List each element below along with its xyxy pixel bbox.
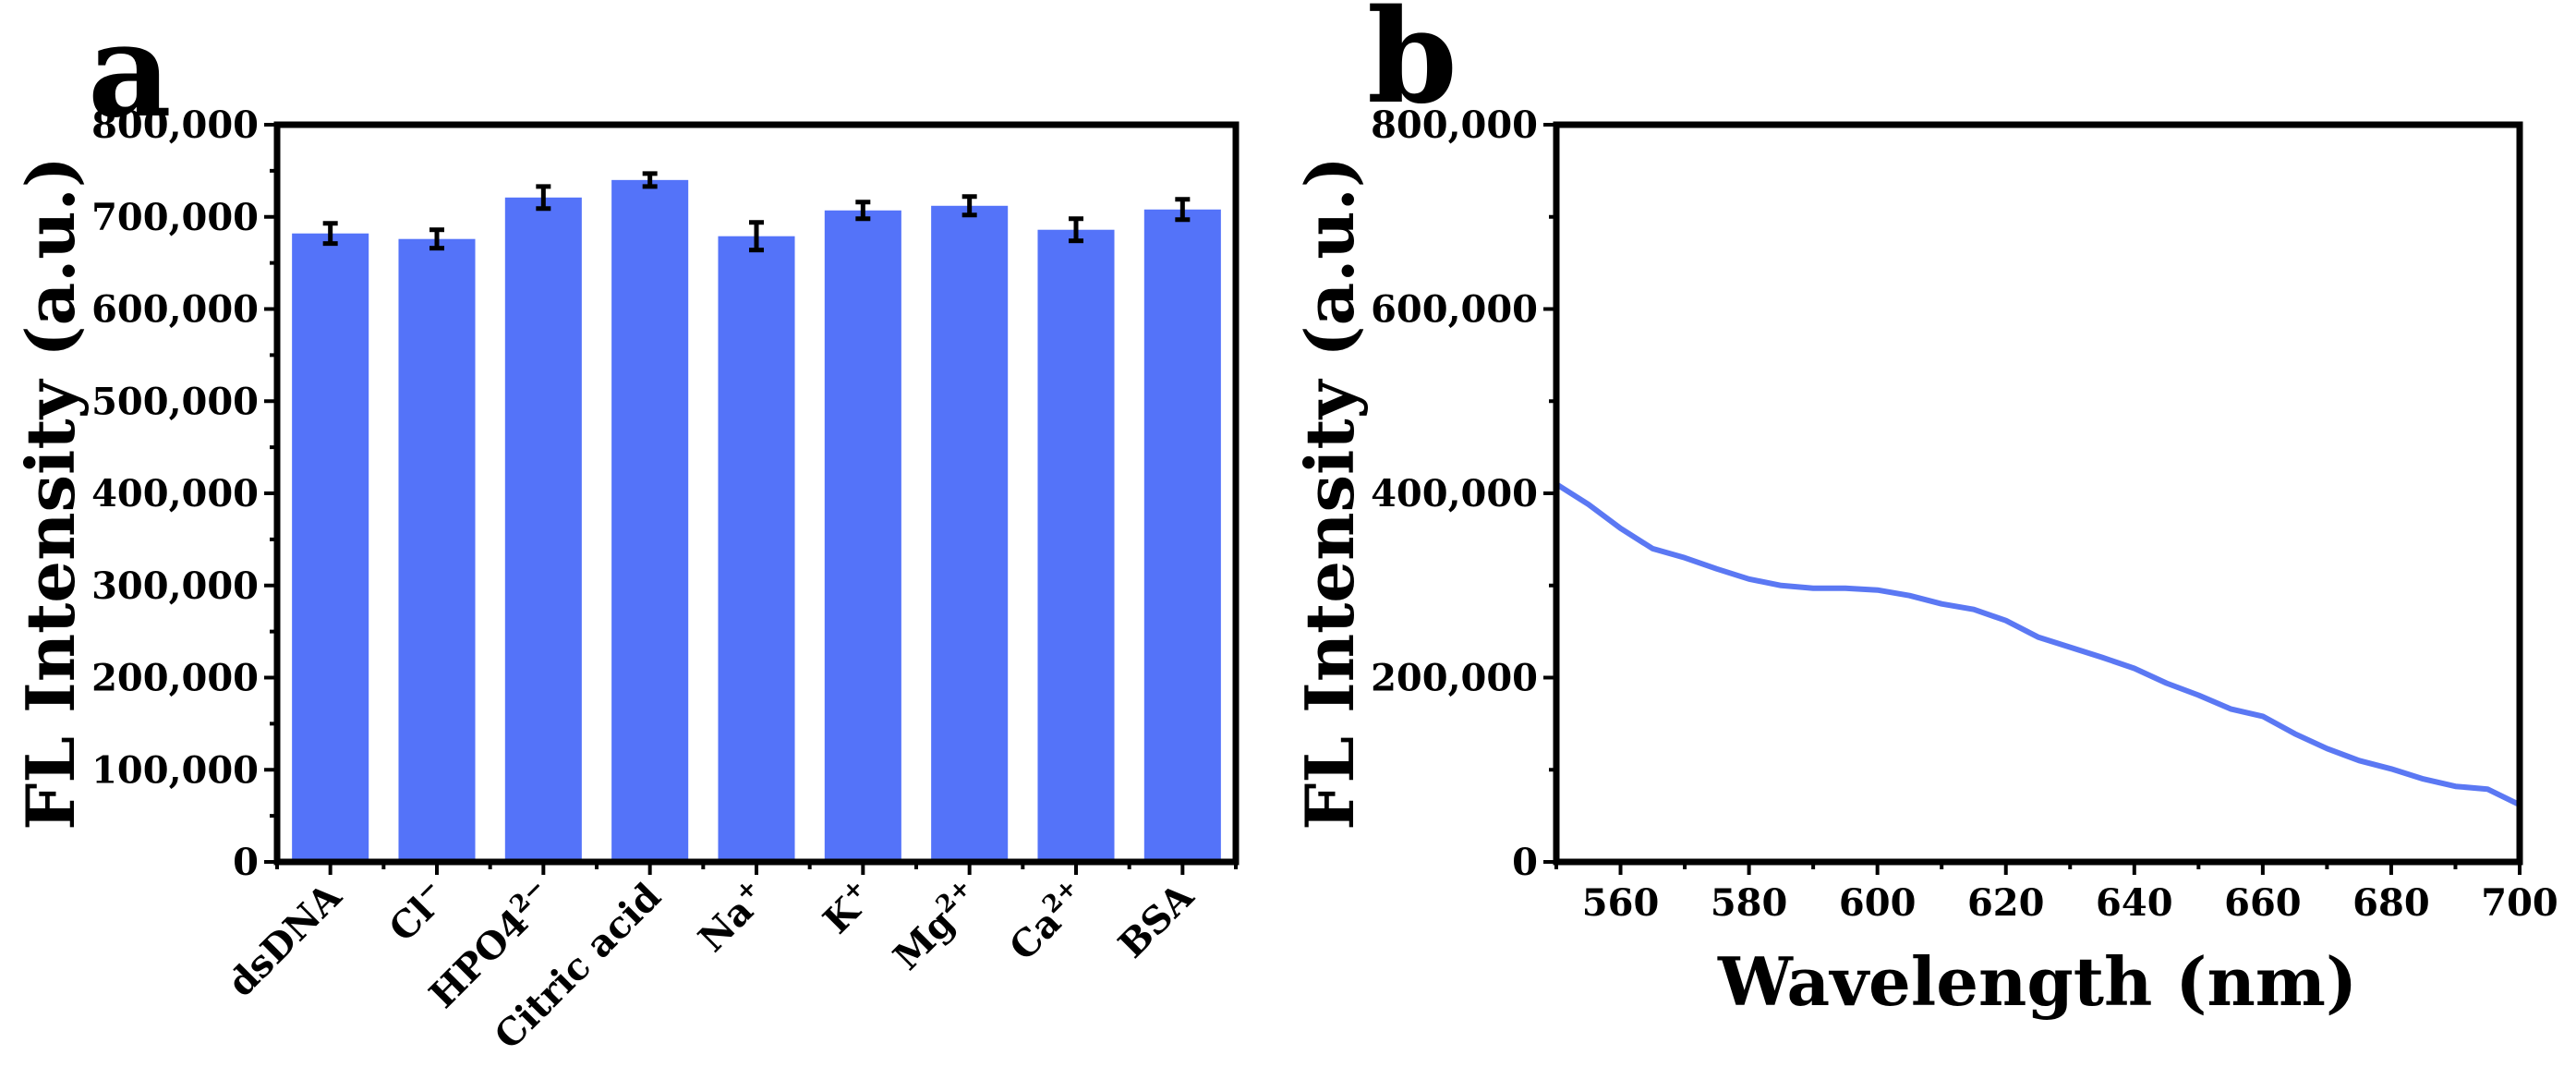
panel-a-letter: a (88, 0, 172, 147)
y-tick-label: 800,000 (91, 103, 259, 147)
panel-a-y-axis-title: FL Intensity (a.u.) (11, 156, 90, 831)
y-tick-label: 0 (233, 841, 259, 884)
bar-cl (398, 238, 476, 862)
panel-b-letter: b (1367, 0, 1457, 133)
error-bar (961, 194, 977, 218)
bar-bsa (1143, 209, 1221, 862)
x-tick-label: 600 (1839, 881, 1917, 925)
category-label: dsDNA (219, 874, 350, 1005)
bar-mg (931, 205, 1009, 862)
bar-hpo4 (504, 197, 582, 863)
error-bar (1175, 197, 1191, 223)
spectrum-line (1554, 481, 2522, 807)
panel-a-bar-chart: a 0 100,000 200,000 300,000 400,000 500,000 60… (11, 0, 1240, 1058)
panel-b-line-chart: b 0 200,000 400,000 600,000 800,000 560 580 60… (1290, 0, 2558, 1021)
x-tick-label: 680 (2352, 881, 2430, 925)
y-tick-label: 0 (1512, 841, 1538, 884)
x-tick-label: 660 (2224, 881, 2302, 925)
error-bar (429, 227, 444, 251)
category-label: Ca2+ (999, 873, 1095, 969)
y-tick-label: 100,000 (91, 748, 259, 792)
x-tick-label: 560 (1582, 881, 1660, 925)
category-label: Na+ (689, 873, 776, 960)
x-tick-label: 620 (1967, 881, 2045, 925)
category-label: K+ (814, 873, 883, 942)
bar-na (718, 236, 795, 862)
bar-k (824, 210, 901, 862)
x-tick-label: 640 (2096, 881, 2173, 925)
y-tick-label: 500,000 (91, 380, 259, 423)
error-bar (855, 200, 871, 222)
bar-citric-acid (611, 179, 689, 863)
error-bar (536, 184, 551, 212)
panel-b-axes-frame (1553, 121, 2523, 866)
y-tick-label: 400,000 (1371, 472, 1538, 515)
y-tick-label: 800,000 (1371, 103, 1538, 147)
y-tick-label: 300,000 (91, 564, 259, 608)
bar-ca (1037, 229, 1115, 863)
error-bar (749, 220, 764, 253)
bar-dsdna (292, 233, 369, 862)
panel-a-axes-frame (273, 121, 1240, 866)
error-bar (1069, 216, 1083, 244)
y-tick-label: 400,000 (91, 472, 259, 515)
y-tick-label: 200,000 (91, 657, 259, 700)
category-label: Cl− (380, 873, 456, 950)
category-label: Mg2+ (884, 873, 989, 978)
y-tick-label: 700,000 (91, 196, 259, 239)
y-tick-label: 600,000 (1371, 288, 1538, 332)
y-tick-label: 200,000 (1371, 657, 1538, 700)
x-tick-label: 700 (2481, 881, 2558, 925)
y-tick-label: 600,000 (91, 288, 259, 332)
category-label: BSA (1110, 874, 1203, 966)
x-tick-label: 580 (1711, 881, 1788, 925)
error-bar (322, 221, 338, 247)
panel-b-y-axis-title: FL Intensity (a.u.) (1290, 156, 1369, 831)
panel-b-x-axis-title: Wavelength (nm) (1717, 942, 2357, 1021)
error-bar (642, 171, 658, 189)
